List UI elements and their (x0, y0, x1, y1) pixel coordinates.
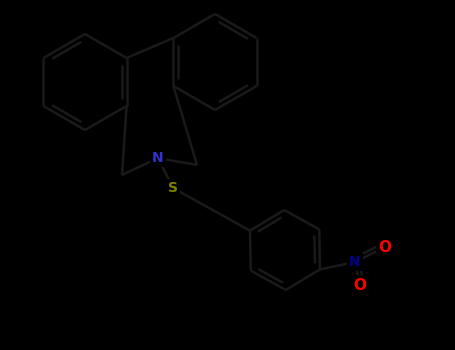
Text: S: S (168, 181, 178, 195)
Text: N: N (349, 255, 361, 269)
Text: O: O (379, 239, 391, 254)
Text: O: O (354, 278, 366, 293)
Text: N: N (152, 151, 164, 165)
